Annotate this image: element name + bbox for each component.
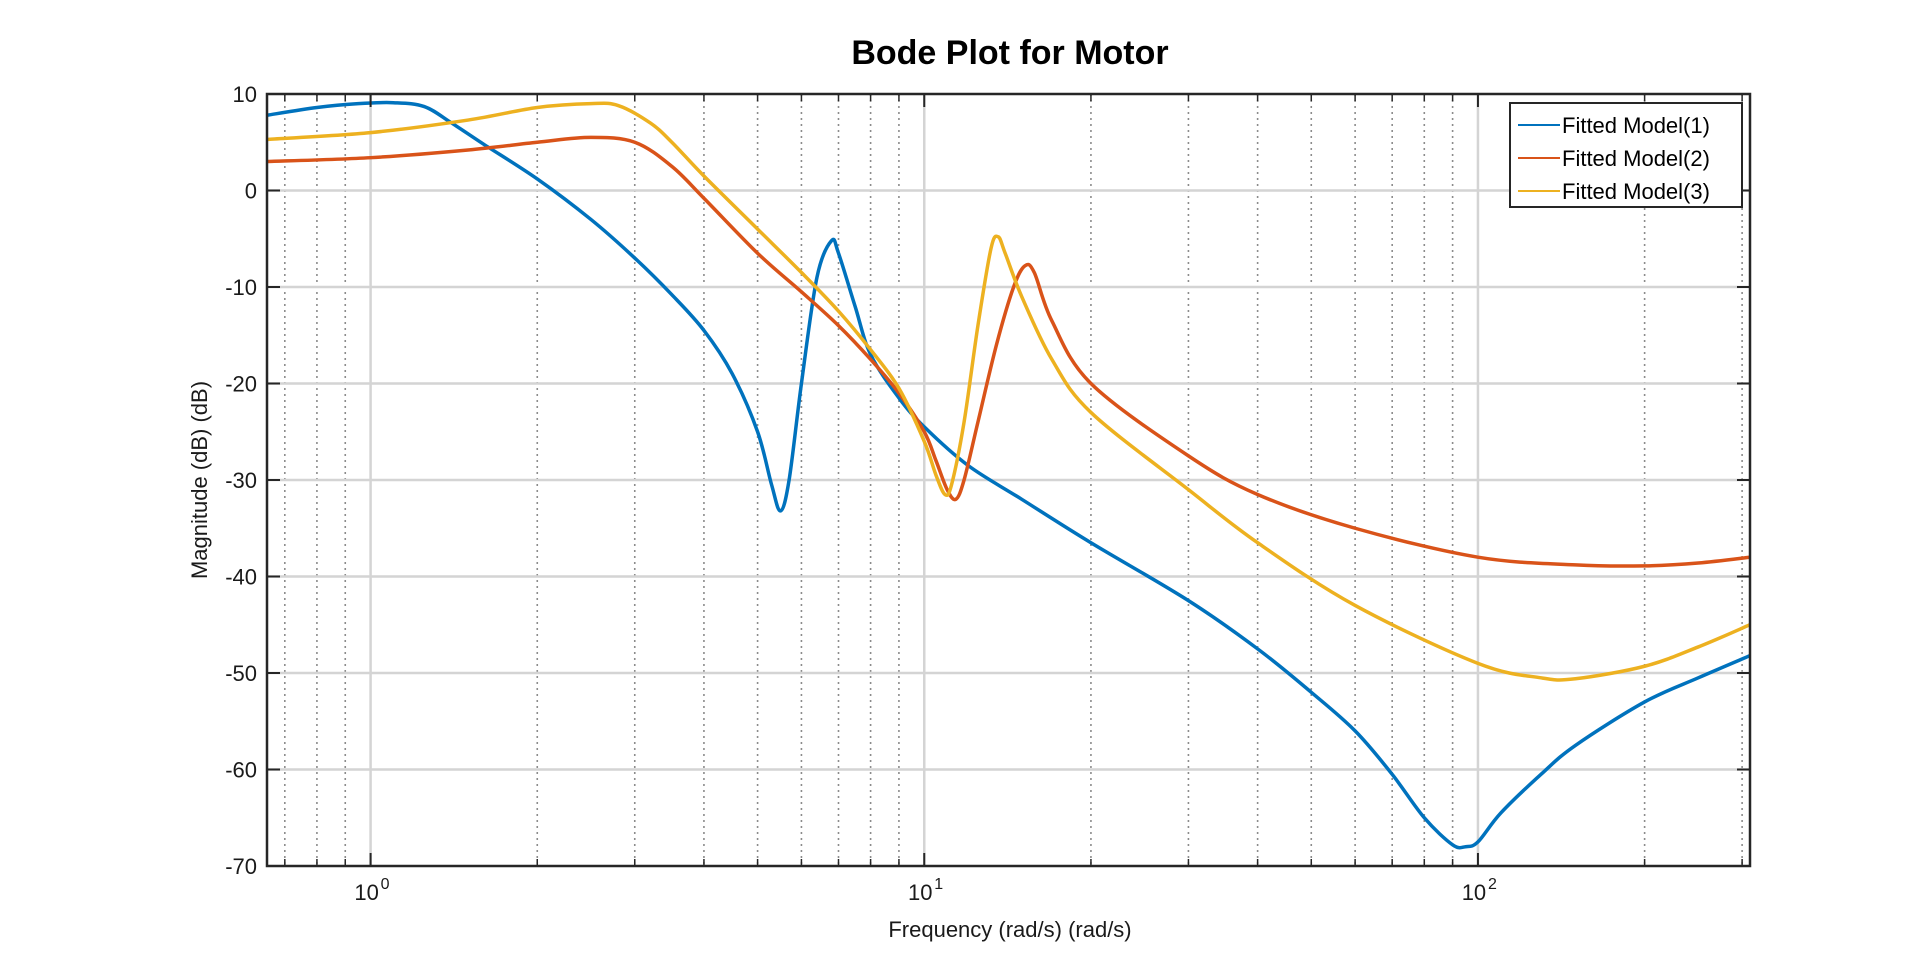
y-tick-label: -40: [225, 565, 257, 590]
legend-label-2: Fitted Model(2): [1562, 146, 1710, 171]
x-tick-labels: 10 0 10 1 10 2: [354, 876, 1497, 905]
x-tick-label: 10 0: [354, 876, 389, 905]
x-tick-label-exponent: 1: [934, 876, 943, 893]
x-tick-label-exponent: 0: [381, 876, 390, 893]
y-tick-label: 10: [233, 82, 257, 107]
x-axis-label: Frequency (rad/s) (rad/s): [888, 917, 1131, 942]
y-tick-label: -70: [225, 854, 257, 879]
legend-label-3: Fitted Model(3): [1562, 179, 1710, 204]
chart-title: Bode Plot for Motor: [851, 34, 1168, 72]
x-tick-label: 10 1: [908, 876, 943, 905]
series-line-1: [267, 100, 1750, 850]
y-tick-label: -60: [225, 758, 257, 783]
legend-label-1: Fitted Model(1): [1562, 113, 1710, 138]
series-lines: [267, 100, 1750, 850]
legend-box: [1509, 102, 1743, 208]
y-axis-label: Magnitude (dB) (dB): [187, 381, 212, 579]
y-tick-label: -50: [225, 661, 257, 686]
y-tick-label: -20: [225, 372, 257, 397]
y-tick-labels: -70 -60 -50 -40 -30 -20 -10 0 10: [225, 82, 257, 879]
plot-area: [265, 92, 1752, 868]
series-line-2: [267, 135, 1750, 568]
plot-frame: [265, 92, 1752, 868]
legend: Fitted Model(1) Fitted Model(2) Fitted Mod…: [1509, 102, 1743, 208]
x-tick-label-base: 10: [1462, 880, 1486, 905]
x-tick-label-base: 10: [908, 880, 932, 905]
y-tick-label: -10: [225, 275, 257, 300]
x-tick-label: 10 2: [1462, 876, 1497, 905]
y-tick-label: 0: [245, 179, 257, 204]
series-line-3: [267, 101, 1750, 682]
y-tick-label: -30: [225, 468, 257, 493]
x-tick-label-exponent: 2: [1488, 876, 1497, 893]
x-tick-label-base: 10: [354, 880, 378, 905]
